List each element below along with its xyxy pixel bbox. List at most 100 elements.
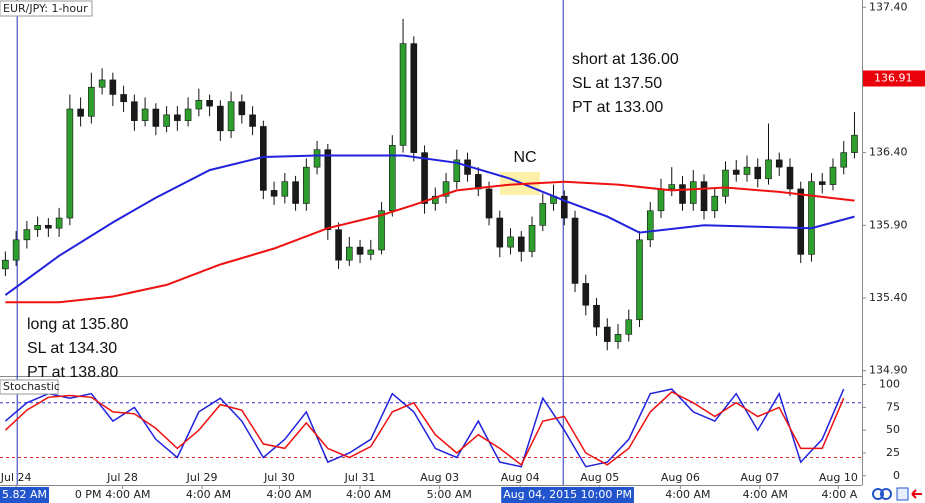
annotation: PT at 138.80 <box>27 364 118 381</box>
y-tick-label: 136.40 <box>869 146 908 159</box>
candle-body <box>292 181 299 204</box>
stochastic-line <box>4 390 845 466</box>
x-time-label: 4:00 AM <box>346 488 391 501</box>
candle-body <box>754 166 762 180</box>
annotation: SL at 134.30 <box>27 340 117 357</box>
candle-body <box>808 181 815 255</box>
candle-body <box>668 184 676 190</box>
candle-body <box>141 108 149 121</box>
candle-body <box>711 195 719 212</box>
candle-body <box>303 166 310 204</box>
candle-body <box>582 283 590 306</box>
candle-body <box>765 159 772 180</box>
x-time-label: 4:00 AM <box>743 488 788 501</box>
last-price-box <box>863 70 925 87</box>
crosshair-label: 5.82 AM <box>2 488 47 501</box>
candle-body <box>840 152 848 168</box>
candle-body <box>657 188 665 212</box>
x-time-label: 4:00 AM <box>267 488 312 501</box>
candle-body <box>797 188 805 255</box>
x-tick-label: Aug 04 <box>501 471 540 484</box>
candle-body <box>238 101 246 116</box>
candle-body <box>689 181 697 204</box>
x-tick-label: Jul 30 <box>263 471 295 484</box>
crosshair-label-box <box>501 487 634 503</box>
link-icon <box>880 488 892 500</box>
candle-body <box>34 224 41 230</box>
candle-body <box>722 169 729 197</box>
crosshair-label-box <box>0 487 50 503</box>
candle-body <box>346 246 353 261</box>
x-tick-label: Jul 28 <box>106 471 138 484</box>
annotation: PT at 133.00 <box>572 99 663 116</box>
candle-body <box>131 101 138 121</box>
moving-average <box>4 154 855 296</box>
y-tick-label: 135.40 <box>869 291 908 304</box>
candle-body <box>367 249 375 255</box>
candle-body <box>646 210 654 241</box>
candle-body <box>474 174 482 190</box>
nc-label: NC <box>513 149 536 166</box>
candle-body <box>88 86 95 117</box>
candle-body <box>270 190 278 197</box>
x-tick-label: Aug 06 <box>661 471 700 484</box>
annotation: SL at 137.50 <box>572 75 662 92</box>
candle-body <box>829 166 837 185</box>
candle-body <box>603 326 611 342</box>
candle-body <box>120 94 127 103</box>
candle-body <box>431 195 439 204</box>
candle-body <box>335 229 342 261</box>
x-time-label: 0 PM <box>75 488 102 501</box>
candle-body <box>442 181 450 197</box>
candle-body <box>249 114 256 127</box>
candle-body <box>775 159 783 168</box>
candle-body <box>77 108 84 117</box>
y-tick-label: 0 <box>893 469 900 482</box>
candle-body <box>517 236 525 252</box>
candle-body <box>184 108 192 121</box>
candle-body <box>560 195 568 219</box>
back-icon[interactable] <box>911 489 922 499</box>
x-tick-label: Aug 07 <box>740 471 779 484</box>
x-tick-label: Jul 29 <box>186 471 218 484</box>
stochastic-line <box>4 388 845 468</box>
candle-body <box>636 239 643 321</box>
title-box <box>0 379 59 395</box>
candle-body <box>453 159 461 182</box>
candle-body <box>98 79 106 88</box>
candle-body <box>356 246 364 255</box>
y-tick-label: 137.40 <box>869 0 908 13</box>
x-time-label: 4:00 AM <box>665 488 710 501</box>
x-tick-label: Jul 24 <box>0 471 32 484</box>
toolbar-icons <box>872 487 922 501</box>
candle-body <box>109 79 117 95</box>
scale-icon[interactable] <box>896 487 909 501</box>
link-icon[interactable] <box>872 488 884 500</box>
y-tick-label: 135.90 <box>869 218 908 231</box>
candle-body <box>496 217 504 248</box>
x-time-label: 4:00 A <box>822 488 858 501</box>
candle-body <box>743 166 751 175</box>
candle-body <box>485 188 493 219</box>
y-tick-label: 50 <box>886 423 900 436</box>
candle-body <box>66 108 74 219</box>
candle-body <box>55 217 63 229</box>
annotation: short at 136.00 <box>572 51 679 68</box>
x-time-label: 4:00 AM <box>105 488 150 501</box>
candle-body <box>539 203 547 226</box>
candle-body <box>12 239 20 261</box>
x-tick-label: Aug 10 <box>819 471 858 484</box>
candle-body <box>2 259 9 270</box>
x-tick-label: Aug 03 <box>420 471 459 484</box>
x-time-label: 4:00 AM <box>186 488 231 501</box>
last-price-label: 136.91 <box>874 71 913 84</box>
candle-body <box>732 169 740 175</box>
candle-body <box>281 181 289 197</box>
candle-body <box>593 304 600 328</box>
x-tick-label: Aug 05 <box>580 471 619 484</box>
candle-body <box>313 149 321 168</box>
chart-title: EUR/JPY: 1-hour <box>3 2 88 15</box>
candle-body <box>45 224 52 229</box>
